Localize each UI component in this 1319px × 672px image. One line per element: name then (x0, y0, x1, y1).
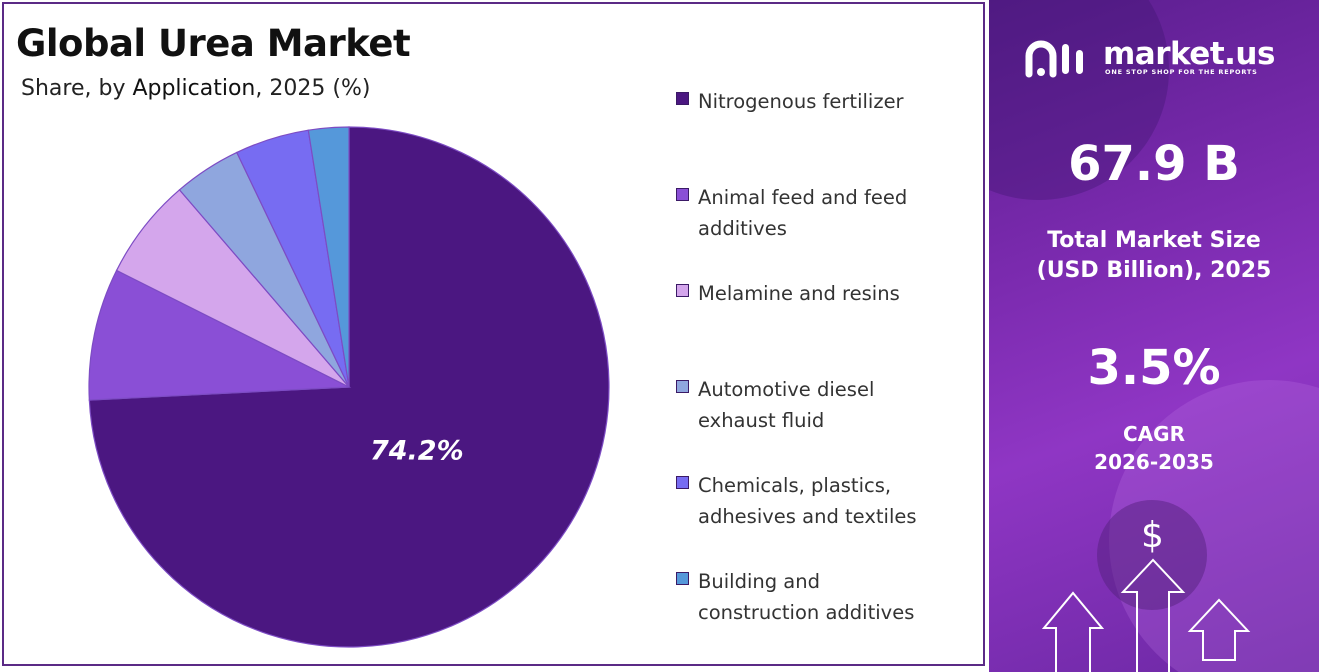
legend-label-line: construction additives (698, 601, 915, 624)
summary-panel: market.us ONE STOP SHOP FOR THE REPORTS … (989, 0, 1319, 672)
cagr-value: 3.5% (1087, 340, 1221, 396)
brand-name: market.us (1103, 36, 1275, 72)
legend-label: Automotive diesel exhaust fluid (698, 374, 968, 436)
legend-label-line: Automotive diesel (698, 378, 875, 401)
coin-shape (1097, 500, 1207, 610)
chart-panel: Global Urea Market Share, by Application… (2, 2, 985, 666)
chart-subtitle: Share, by Application, 2025 (%) (21, 76, 370, 101)
market-us-logo-icon (1025, 40, 1083, 78)
legend-swatch (676, 380, 689, 393)
legend-label-line: Animal feed and feed (698, 186, 908, 209)
subtitle-suffix: , 2025 (%) (255, 76, 371, 101)
subtitle-prefix: Share, by (21, 76, 133, 101)
dollar-icon: $ (1141, 515, 1164, 556)
legend-swatch (676, 188, 689, 201)
legend-label-line: Nitrogenous fertilizer (698, 90, 904, 113)
legend-label: Melamine and resins (698, 278, 968, 309)
legend-label: Chemicals, plastics, adhesives and texti… (698, 470, 968, 532)
legend-label-line: exhaust fluid (698, 409, 825, 432)
legend-swatch (676, 572, 689, 585)
legend-label: Building and construction additives (698, 566, 968, 628)
legend-label-line: Melamine and resins (698, 282, 900, 305)
pie-slice (88, 269, 352, 401)
legend-label-line: additives (698, 217, 787, 240)
legend-label: Nitrogenous fertilizer (698, 86, 968, 117)
legend-swatch (676, 92, 689, 105)
cagr-label-line: 2026-2035 (1094, 450, 1214, 474)
legend-label-line: adhesives and textiles (698, 505, 917, 528)
market-size-label-line: (USD Billion), 2025 (1036, 258, 1272, 283)
market-size-value: 67.9 B (1068, 136, 1240, 192)
market-size-label-line: Total Market Size (1047, 228, 1261, 253)
cagr-label: CAGR 2026-2035 (989, 420, 1319, 476)
growth-arrows-icon (1041, 558, 1251, 672)
legend-label-line: Building and (698, 570, 820, 593)
brand-tagline: ONE STOP SHOP FOR THE REPORTS (1105, 68, 1258, 76)
market-size-label: Total Market Size (USD Billion), 2025 (989, 226, 1319, 286)
subtitle-emphasis: Application (132, 76, 256, 101)
legend-label: Animal feed and feed additives (698, 182, 968, 244)
legend-label-line: Chemicals, plastics, (698, 474, 892, 497)
brand-logo: market.us ONE STOP SHOP FOR THE REPORTS (1025, 36, 1295, 86)
legend: Nitrogenous fertilizer Animal feed and f… (676, 4, 976, 664)
legend-swatch (676, 284, 689, 297)
chart-title: Global Urea Market (16, 22, 411, 65)
pie-slice (307, 126, 350, 388)
cagr-label-line: CAGR (1123, 422, 1185, 446)
pie-data-label: 74.2% (370, 436, 464, 467)
legend-swatch (676, 476, 689, 489)
pie-chart: 74.2% (88, 126, 610, 648)
